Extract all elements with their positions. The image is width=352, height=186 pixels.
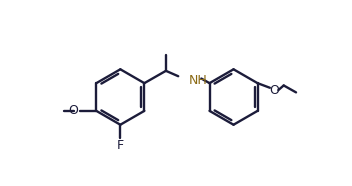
Text: NH: NH — [189, 74, 208, 86]
Text: O: O — [270, 84, 279, 97]
Text: F: F — [117, 139, 124, 152]
Text: O: O — [69, 104, 78, 117]
